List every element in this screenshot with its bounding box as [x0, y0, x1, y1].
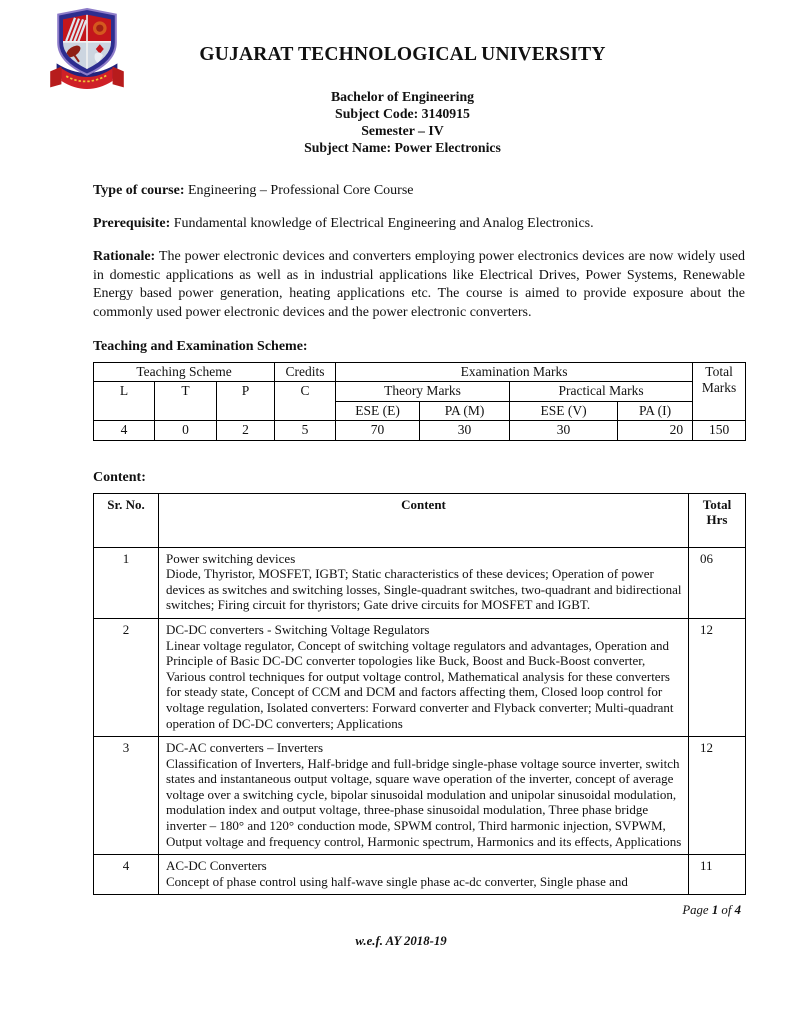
type-of-course-value: Engineering – Professional Core Course — [188, 183, 414, 198]
total-hrs-line2: Hrs — [706, 512, 728, 528]
ese-e-header: ESE (E) — [335, 400, 421, 422]
row-3-body: Classification of Inverters, Half-bridge… — [166, 755, 682, 849]
content-column-header: Content — [158, 492, 689, 548]
row-4-sr: 4 — [93, 854, 159, 896]
row-3-hours: 12 — [688, 736, 746, 856]
row-3-title: DC-AC converters – Inverters — [166, 740, 324, 756]
row-1-title: Power switching devices — [166, 550, 296, 566]
row-1-body: Diode, Thyristor, MOSFET, IGBT; Static c… — [166, 566, 682, 613]
pa-i-header: PA (I) — [617, 400, 694, 422]
ese-e-value: 70 — [335, 420, 421, 441]
rationale-label: Rationale: — [93, 249, 156, 265]
page-word: Page — [682, 903, 709, 918]
prerequisite-line: Prerequisite: Fundamental knowledge of E… — [93, 215, 745, 234]
scheme-header-row-1: Teaching Scheme Credits Examination Mark… — [92, 361, 747, 422]
row-4-body: Concept of phase control using half-wave… — [166, 873, 628, 889]
prerequisite-label: Prerequisite: — [93, 216, 171, 232]
gtu-logo — [47, 7, 127, 99]
program-name: Bachelor of Engineering — [330, 89, 475, 104]
rationale-value: The power electronic devices and convert… — [93, 249, 745, 320]
t-value: 0 — [154, 420, 217, 441]
subject-name: Subject Name: Power Electronics — [304, 140, 501, 155]
page-number: 1 — [711, 903, 719, 918]
teaching-examination-scheme-table: Teaching Scheme Credits Examination Mark… — [92, 361, 747, 441]
col-header-c: C — [274, 381, 337, 422]
sr-no-column-header: Sr. No. — [93, 492, 159, 548]
content-row-4: 4 AC-DC Converters Concept of phase cont… — [93, 854, 746, 896]
pa-m-header: PA (M) — [419, 400, 511, 422]
semester: Semester – IV — [361, 123, 444, 138]
university-title: GUJARAT TECHNOLOGICAL UNIVERSITY — [199, 44, 606, 65]
row-4-title: AC-DC Converters — [166, 858, 267, 874]
total-marks-value: 150 — [692, 420, 747, 441]
scheme-heading: Teaching and Examination Scheme: — [93, 338, 308, 354]
scheme-values-row: 4 0 2 5 70 30 30 20 150 — [93, 420, 747, 441]
page-total: 4 — [734, 903, 741, 918]
practical-marks-header: Practical Marks — [509, 381, 694, 402]
content-table: Sr. No. Content Total Hrs 1 Power switch… — [93, 492, 746, 896]
c-value: 5 — [274, 420, 337, 441]
col-header-t: T — [154, 381, 217, 422]
teaching-scheme-header: Teaching Scheme — [92, 361, 276, 383]
type-of-course-line: Type of course: Engineering – Profession… — [93, 182, 745, 201]
course-header-block: Bachelor of Engineering Subject Code: 31… — [14, 88, 791, 156]
content-row-1: 1 Power switching devices Diode, Thyrist… — [93, 546, 746, 619]
row-4-hours: 11 — [688, 854, 746, 896]
effective-date-note: w.e.f. AY 2018-19 — [355, 934, 447, 949]
document-header: GUJARAT TECHNOLOGICAL UNIVERSITY Bachelo… — [0, 0, 791, 156]
prerequisite-value: Fundamental knowledge of Electrical Engi… — [173, 216, 594, 232]
of-word: of — [721, 903, 732, 918]
scheme-header-row-2: L T P C Theory Marks Practical Marks — [93, 381, 746, 422]
gtu-shield-icon — [50, 7, 124, 89]
row-2-title: DC-DC converters - Switching Voltage Reg… — [166, 621, 430, 637]
row-3-content: DC-AC converters – Inverters Classificat… — [158, 736, 689, 856]
l-value: 4 — [93, 420, 155, 441]
row-3-sr: 3 — [93, 736, 159, 856]
rationale-paragraph: Rationale: The power electronic devices … — [93, 248, 745, 322]
theory-marks-header: Theory Marks — [335, 381, 511, 402]
row-2-body: Linear voltage regulator, Concept of swi… — [166, 637, 674, 731]
type-of-course-label: Type of course: — [93, 183, 185, 198]
p-value: 2 — [215, 420, 276, 441]
total-hrs-column-header: Total Hrs — [688, 492, 746, 548]
row-1-hours: 06 — [688, 546, 746, 619]
col-header-p: P — [215, 381, 276, 422]
content-row-3: 3 DC-AC converters – Inverters Classific… — [93, 736, 746, 856]
total-hrs-line1: Total — [702, 496, 732, 512]
row-2-hours: 12 — [688, 617, 746, 738]
col-header-l: L — [93, 381, 155, 422]
page-indicator: Page 1 of 4 — [93, 903, 745, 918]
total-marks-header: Total Marks — [692, 361, 747, 422]
pa-i-value: 20 — [617, 420, 694, 441]
document-body: Type of course: Engineering – Profession… — [92, 182, 747, 949]
row-1-sr: 1 — [93, 546, 159, 619]
content-row-2: 2 DC-DC converters - Switching Voltage R… — [93, 617, 746, 738]
row-2-content: DC-DC converters - Switching Voltage Reg… — [158, 617, 689, 738]
content-header-row: Sr. No. Content Total Hrs — [93, 492, 746, 548]
ese-v-value: 30 — [509, 420, 619, 441]
row-2-sr: 2 — [93, 617, 159, 738]
pa-m-value: 30 — [419, 420, 511, 441]
examination-marks-header: Examination Marks — [335, 361, 694, 383]
row-1-content: Power switching devices Diode, Thyristor… — [158, 546, 689, 619]
row-4-content: AC-DC Converters Concept of phase contro… — [158, 854, 689, 896]
content-heading: Content: — [93, 469, 146, 485]
credits-header: Credits — [274, 361, 337, 383]
ese-v-header: ESE (V) — [509, 400, 619, 422]
subject-code: Subject Code: 3140915 — [335, 106, 470, 121]
